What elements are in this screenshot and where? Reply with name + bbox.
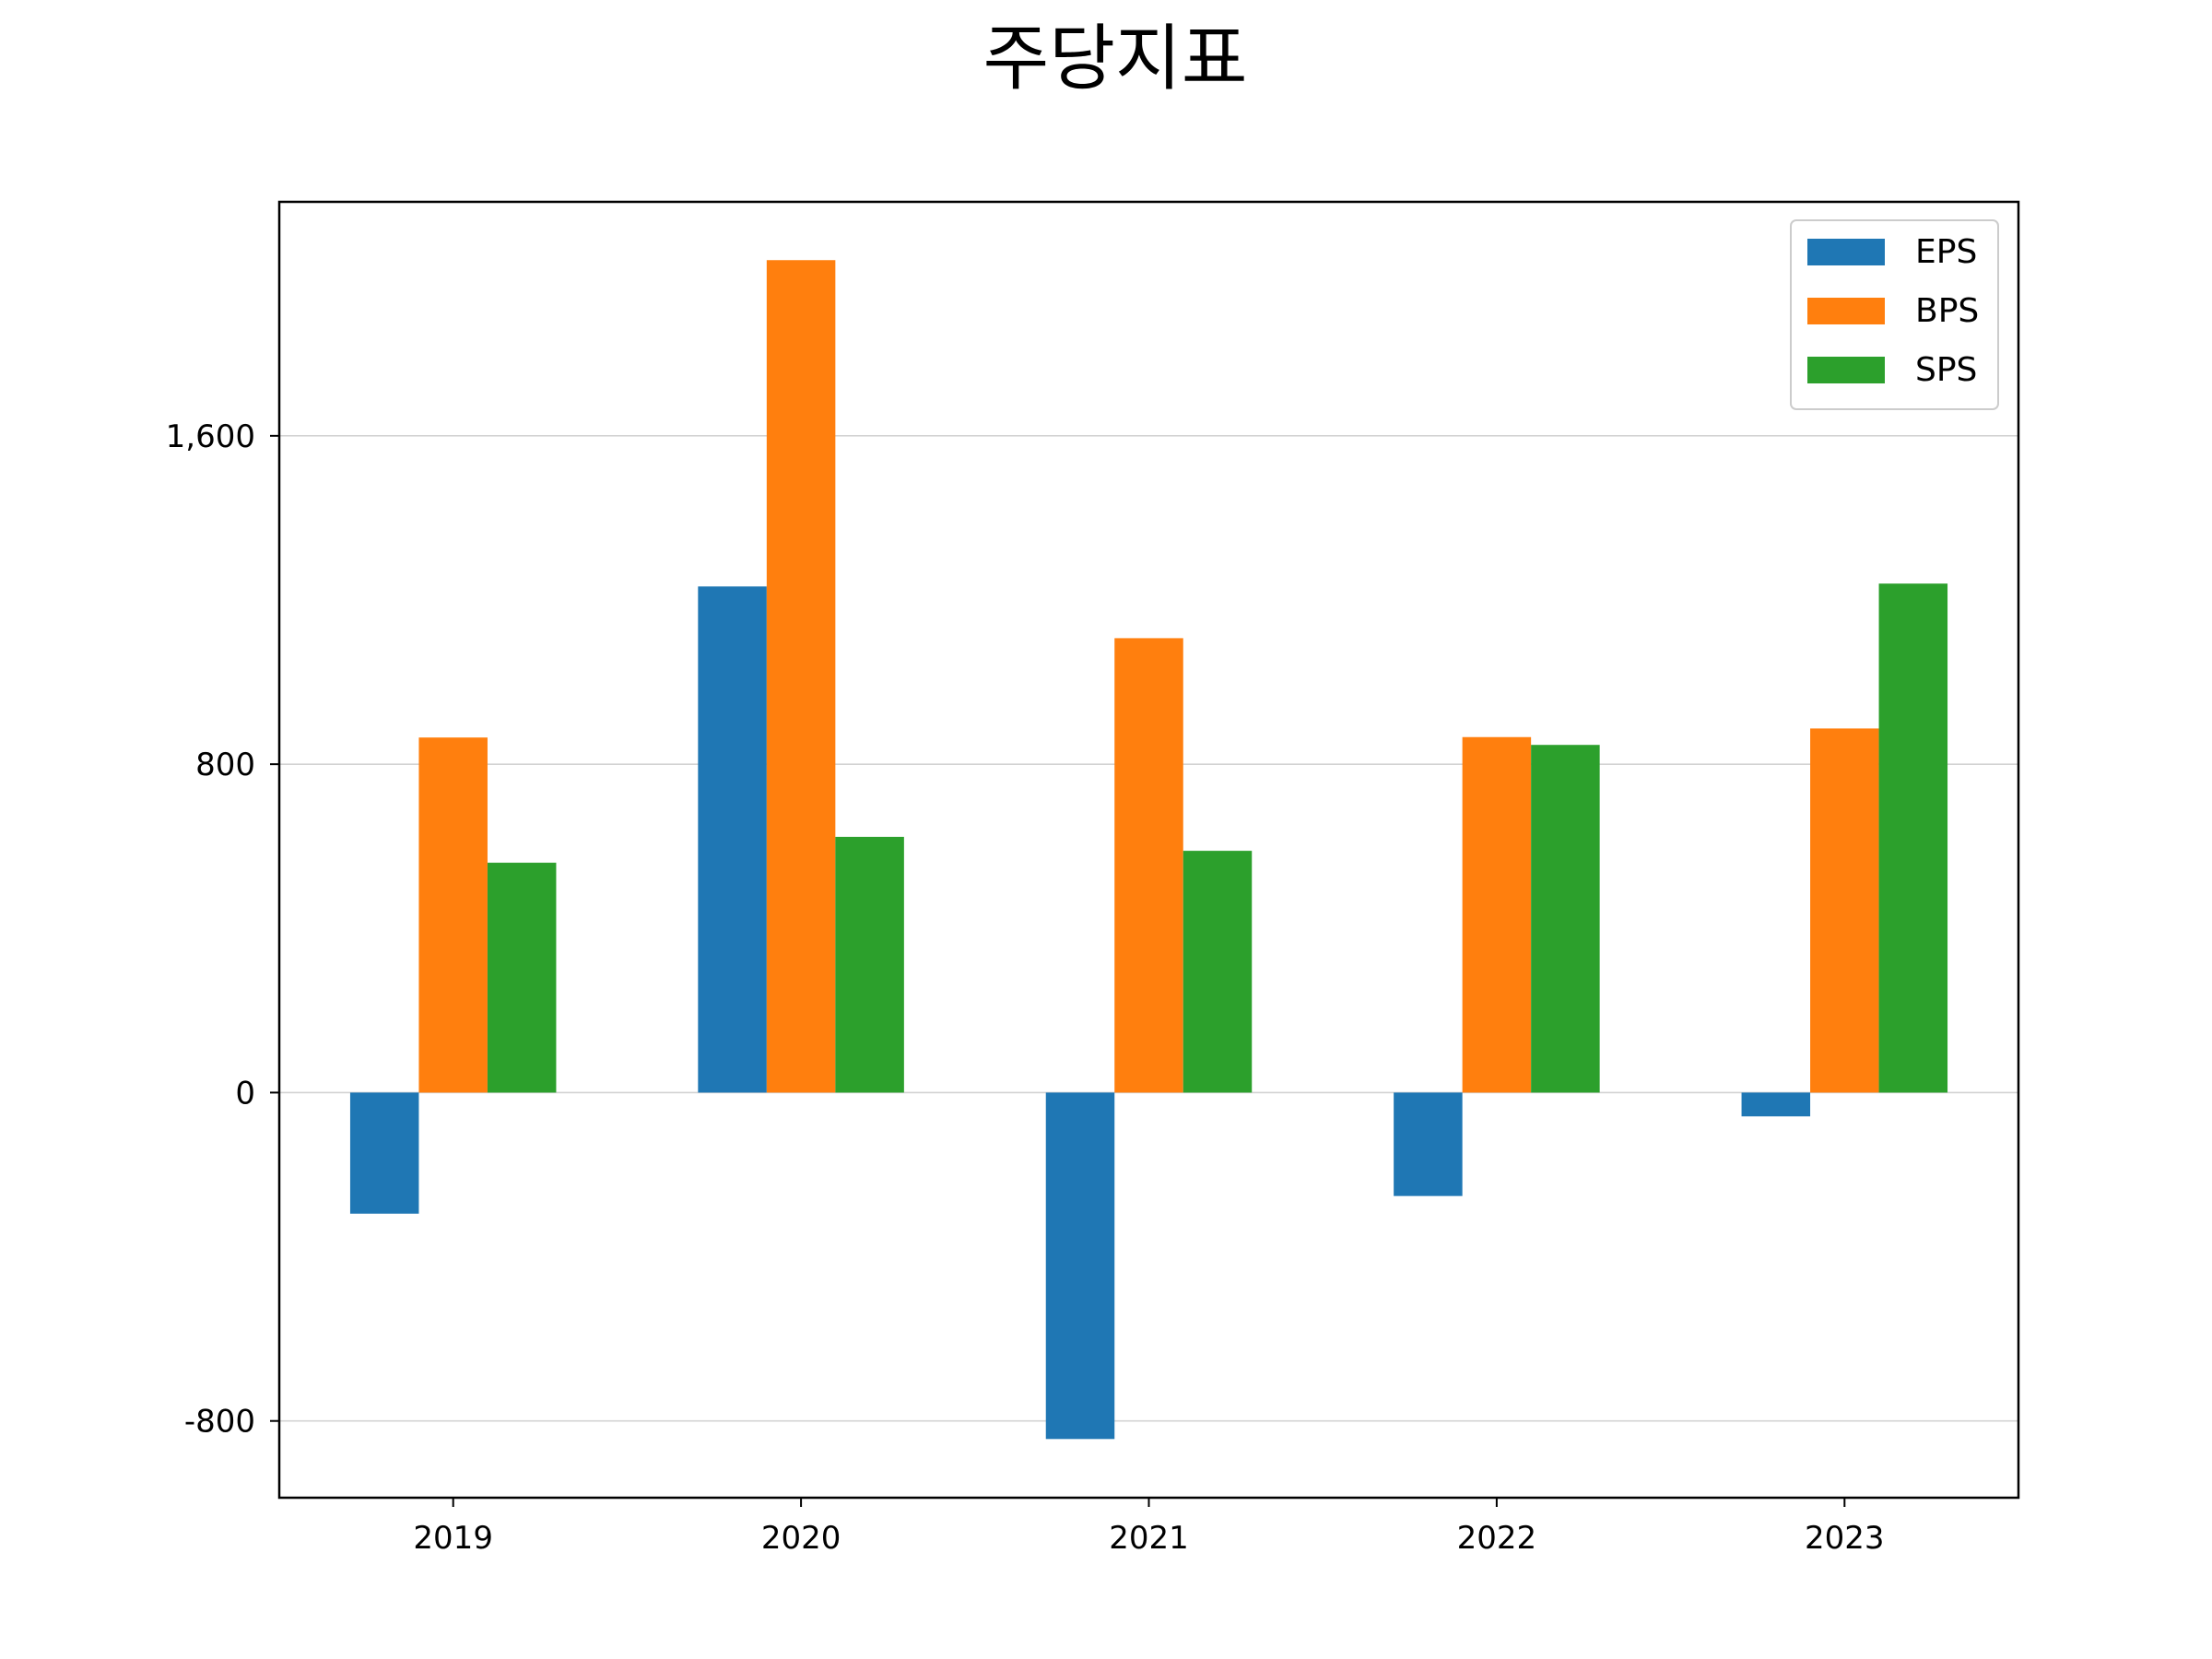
y-tick-label: 0: [235, 1075, 255, 1112]
x-tick-label: 2022: [1457, 1520, 1537, 1557]
y-tick-label: -800: [184, 1404, 255, 1441]
bar-eps-2023: [1741, 1092, 1811, 1117]
legend-label-sps: SPS: [1915, 351, 1977, 389]
bar-bps-2020: [766, 260, 836, 1093]
legend: EPS BPS SPS: [1790, 219, 1999, 410]
bar-eps-2020: [698, 586, 767, 1093]
bar-bps-2019: [418, 737, 488, 1093]
legend-swatch-eps: [1807, 239, 1885, 265]
bars: [349, 260, 1948, 1440]
bar-eps-2022: [1394, 1092, 1463, 1196]
bar-bps-2023: [1810, 728, 1879, 1093]
legend-swatch-bps: [1807, 298, 1885, 324]
bar-eps-2019: [349, 1092, 419, 1214]
x-tick-label: 2023: [1805, 1520, 1885, 1557]
x-axis: 2019 2020 2021 2022 2023: [413, 1498, 1885, 1557]
legend-swatch-sps: [1807, 357, 1885, 383]
x-tick-label: 2021: [1109, 1520, 1189, 1557]
bar-sps-2019: [487, 863, 557, 1093]
legend-label-bps: BPS: [1915, 292, 1979, 330]
chart-title: 주당지표: [982, 18, 1247, 100]
y-axis: -800 0 800 1,600: [166, 418, 279, 1441]
bar-sps-2021: [1182, 851, 1253, 1093]
y-tick-label: 1,600: [166, 418, 255, 455]
x-tick-label: 2019: [413, 1520, 493, 1557]
legend-label-eps: EPS: [1915, 233, 1977, 271]
bar-eps-2021: [1045, 1092, 1115, 1440]
bar-bps-2021: [1114, 638, 1183, 1093]
bar-sps-2020: [835, 836, 904, 1093]
bar-sps-2023: [1878, 583, 1948, 1093]
x-tick-label: 2020: [761, 1520, 841, 1557]
bar-sps-2022: [1531, 745, 1600, 1093]
y-tick-label: 800: [195, 747, 255, 783]
bar-bps-2022: [1462, 736, 1532, 1093]
